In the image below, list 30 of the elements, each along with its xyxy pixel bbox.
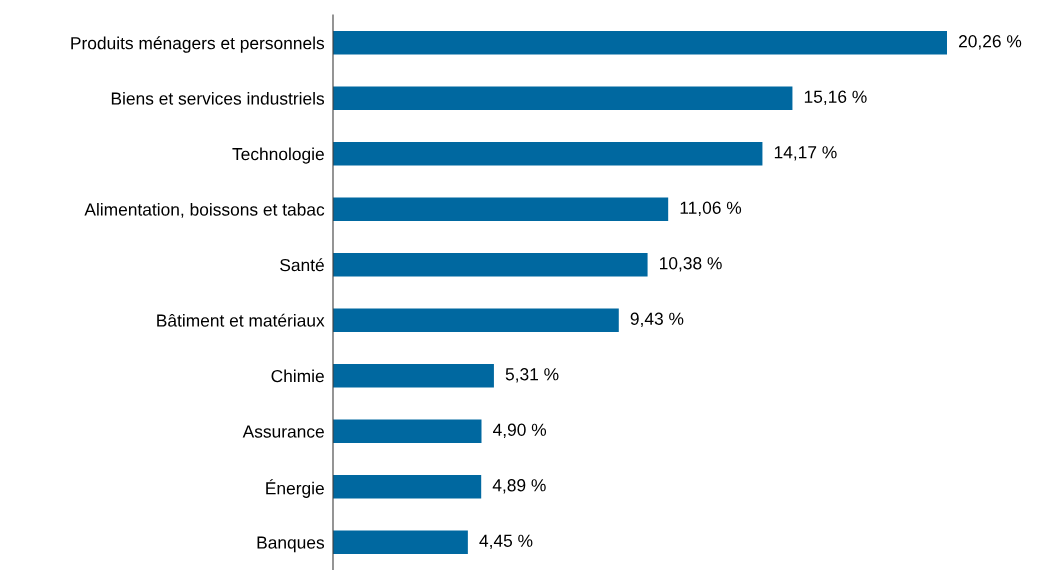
bar: [333, 530, 468, 554]
data-label: 20,26 %: [958, 35, 1022, 50]
data-label: 4,89 %: [492, 479, 546, 494]
bar: [333, 419, 482, 443]
data-label: 9,43 %: [630, 312, 684, 327]
y-tick-label: Produits ménagers et personnels: [71, 36, 325, 53]
y-tick-label: Alimentation, boissons et tabac: [84, 202, 325, 218]
bar: [333, 197, 669, 221]
y-tick-label: Banques: [257, 536, 325, 553]
bar: [333, 364, 494, 388]
bar: [333, 475, 482, 499]
y-tick-label: Bâtiment et matériaux: [157, 313, 325, 327]
data-label: 10,38 %: [660, 257, 722, 272]
y-tick-label: Biens et services industriels: [111, 91, 325, 105]
bar: [333, 253, 648, 277]
bar: [333, 308, 619, 332]
bar: [333, 31, 947, 55]
bar: [333, 142, 763, 166]
data-label: 15,16 %: [804, 90, 867, 105]
data-label: 4,45 %: [479, 534, 533, 549]
y-tick-label: Assurance: [242, 425, 324, 438]
data-label: 4,90 %: [493, 423, 547, 438]
y-tick-label: Technologie: [232, 147, 324, 164]
y-tick-label: Énergie: [266, 479, 324, 498]
bar: [333, 86, 793, 110]
data-label: 5,31 %: [505, 368, 559, 383]
data-label: 11,06 %: [680, 201, 742, 216]
y-tick-label: Santé: [280, 258, 324, 272]
y-tick-label: Chimie: [271, 369, 324, 383]
data-label: 14,17 %: [774, 146, 837, 161]
